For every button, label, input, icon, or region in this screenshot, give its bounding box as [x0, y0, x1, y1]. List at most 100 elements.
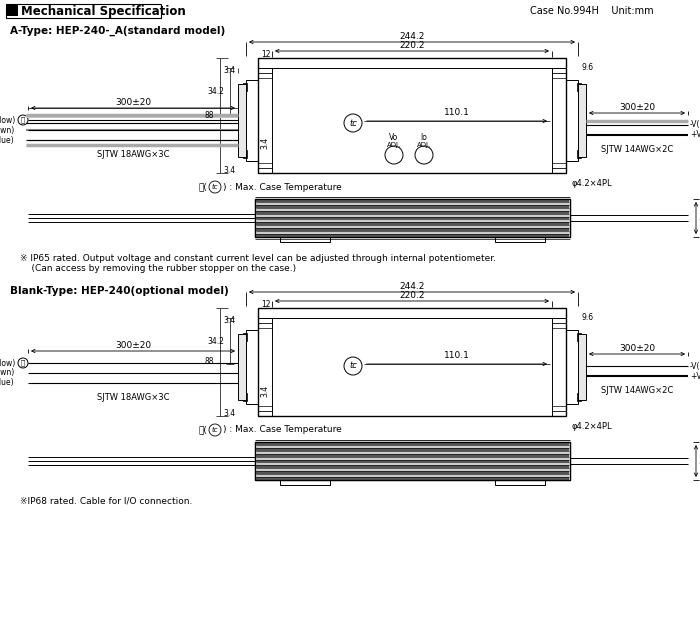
- Text: tc: tc: [211, 184, 218, 190]
- Bar: [243, 333, 247, 341]
- Text: 3.4: 3.4: [224, 66, 236, 75]
- Text: 88: 88: [204, 111, 214, 120]
- Text: SJTW 18AWG×3C: SJTW 18AWG×3C: [97, 150, 169, 159]
- Text: 12: 12: [261, 50, 270, 59]
- Text: 300±20: 300±20: [619, 103, 655, 112]
- Text: ・(: ・(: [198, 183, 207, 192]
- Bar: [256, 225, 569, 228]
- Text: ・(: ・(: [198, 426, 207, 435]
- Text: Blank-Type: HEP-240(optional model): Blank-Type: HEP-240(optional model): [10, 286, 229, 296]
- Text: 3.4: 3.4: [260, 385, 270, 397]
- Text: 3.4: 3.4: [224, 316, 236, 325]
- Text: ADJ.: ADJ.: [417, 142, 431, 148]
- Text: tc: tc: [349, 118, 357, 127]
- Text: φ4.2×4PL: φ4.2×4PL: [571, 422, 612, 431]
- Text: A-Type: HEP-240-_A(standard model): A-Type: HEP-240-_A(standard model): [10, 26, 225, 36]
- Circle shape: [344, 357, 362, 375]
- Bar: [256, 477, 569, 480]
- Text: 3.4: 3.4: [224, 409, 236, 418]
- Bar: [577, 333, 581, 341]
- Text: 300±20: 300±20: [619, 344, 655, 353]
- Text: +V(Red): +V(Red): [690, 131, 700, 140]
- Bar: [256, 454, 569, 457]
- Bar: [258, 308, 566, 318]
- Text: SJTW 14AWG×2C: SJTW 14AWG×2C: [601, 386, 673, 395]
- Bar: [255, 442, 570, 480]
- Circle shape: [18, 358, 28, 368]
- Circle shape: [415, 146, 433, 164]
- Bar: [256, 228, 569, 231]
- Text: SJTW 14AWG×2C: SJTW 14AWG×2C: [601, 145, 673, 154]
- Bar: [256, 231, 569, 234]
- Bar: [256, 457, 569, 460]
- Text: ) : Max. Case Temperature: ) : Max. Case Temperature: [223, 183, 342, 192]
- Text: 9.6: 9.6: [581, 313, 593, 322]
- Bar: [258, 58, 566, 173]
- Text: φ4.2×4PL: φ4.2×4PL: [571, 179, 612, 188]
- Circle shape: [385, 146, 403, 164]
- Bar: [256, 474, 569, 477]
- Bar: [246, 330, 258, 404]
- Bar: [256, 448, 569, 451]
- Bar: [256, 219, 569, 222]
- Bar: [243, 150, 247, 158]
- Bar: [258, 308, 566, 416]
- Bar: [243, 83, 247, 91]
- Text: 38.8: 38.8: [698, 213, 700, 222]
- Text: ⒦: ⒦: [21, 116, 25, 123]
- Text: ADJ.: ADJ.: [387, 142, 401, 148]
- Bar: [495, 237, 545, 242]
- Text: -V(Black): -V(Black): [690, 361, 700, 370]
- Bar: [566, 80, 578, 161]
- Text: 3.4: 3.4: [260, 137, 270, 149]
- Bar: [256, 199, 569, 202]
- Text: 9.6: 9.6: [581, 63, 593, 72]
- Bar: [256, 222, 569, 225]
- Bar: [495, 480, 545, 485]
- Text: 300±20: 300±20: [115, 98, 151, 107]
- Bar: [256, 445, 569, 448]
- Bar: [246, 80, 258, 161]
- Text: FGⓦ(Green/Yellow): FGⓦ(Green/Yellow): [0, 359, 15, 368]
- Bar: [578, 334, 586, 400]
- Text: 244.2: 244.2: [399, 282, 425, 291]
- Circle shape: [209, 424, 221, 436]
- Bar: [243, 393, 247, 401]
- Bar: [566, 330, 578, 404]
- Text: 220.2: 220.2: [399, 41, 425, 50]
- Bar: [255, 199, 570, 237]
- Text: AC/N(Blue): AC/N(Blue): [0, 136, 15, 145]
- Text: 3.4: 3.4: [224, 166, 236, 175]
- Text: 34.2: 34.2: [207, 87, 224, 96]
- Bar: [256, 460, 569, 462]
- Bar: [256, 468, 569, 471]
- Text: ⒦: ⒦: [21, 359, 25, 367]
- Bar: [7, 5, 18, 16]
- Bar: [255, 199, 570, 237]
- Bar: [256, 466, 569, 468]
- Circle shape: [18, 115, 28, 125]
- Bar: [238, 84, 246, 157]
- Text: tc: tc: [349, 361, 357, 370]
- Bar: [256, 471, 569, 474]
- Bar: [578, 84, 586, 157]
- Text: AC/N(Blue): AC/N(Blue): [0, 379, 15, 388]
- Bar: [256, 462, 569, 466]
- Text: 12: 12: [261, 300, 270, 309]
- Circle shape: [209, 181, 221, 193]
- Bar: [258, 58, 566, 68]
- Text: -V(Black): -V(Black): [690, 120, 700, 129]
- Bar: [256, 234, 569, 237]
- Text: 244.2: 244.2: [399, 32, 425, 41]
- Circle shape: [344, 114, 362, 132]
- Text: ※IP68 rated. Cable for I/O connection.: ※IP68 rated. Cable for I/O connection.: [20, 497, 193, 506]
- Bar: [256, 202, 569, 205]
- Text: Io: Io: [421, 133, 428, 142]
- Text: AC/L(Brown): AC/L(Brown): [0, 125, 15, 134]
- Bar: [6, 4, 161, 18]
- Text: 300±20: 300±20: [115, 341, 151, 350]
- Bar: [256, 217, 569, 219]
- Text: 34.2: 34.2: [207, 336, 224, 345]
- Text: 88: 88: [204, 358, 214, 367]
- Bar: [256, 208, 569, 211]
